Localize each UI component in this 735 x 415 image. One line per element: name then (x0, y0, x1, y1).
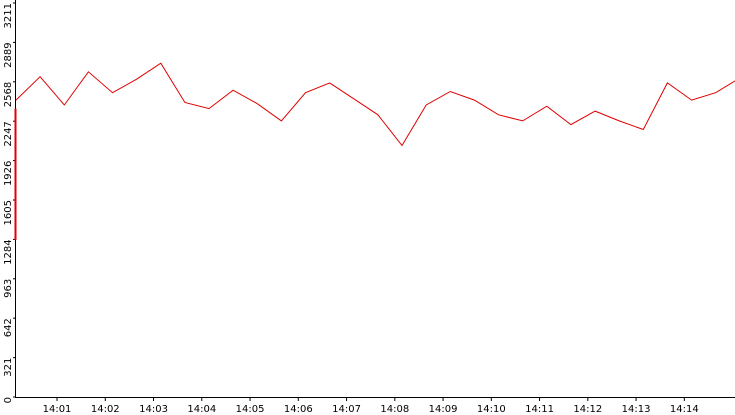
y-tick-label: 963 (3, 279, 14, 298)
x-tick-label: 14:06 (284, 404, 313, 415)
x-axis-ticks: 14:01 14:02 14:03 14:04 14:05 14:06 14:07 14:08… (43, 397, 699, 415)
x-tick-label: 14:12 (573, 404, 602, 415)
y-tick-label: 3211 (3, 3, 14, 28)
x-tick-label: 14:08 (380, 404, 409, 415)
y-tick-label: 1605 (3, 200, 14, 225)
x-tick-label: 14:13 (622, 404, 651, 415)
y-tick-label: 2889 (3, 42, 14, 67)
y-tick-label: 321 (3, 358, 14, 377)
x-tick-label: 14:07 (332, 404, 361, 415)
x-tick-label: 14:11 (525, 404, 554, 415)
y-tick-label: 2247 (3, 121, 14, 146)
y-axis-ticks: 0 321 642 963 1284 1605 1926 2247 2568 2889 3211 (3, 2, 16, 403)
x-tick-label: 14:03 (139, 404, 168, 415)
x-tick-label: 14:01 (43, 404, 72, 415)
y-tick-label: 0 (3, 397, 14, 403)
x-tick-label: 14:02 (91, 404, 120, 415)
x-tick-label: 14:10 (477, 404, 506, 415)
y-tick-label: 2568 (3, 82, 14, 107)
x-tick-label: 14:09 (429, 404, 458, 415)
y-tick-label: 1926 (3, 161, 14, 186)
x-tick-label: 14:14 (670, 404, 699, 415)
y-tick-label: 642 (3, 318, 14, 337)
x-tick-label: 14:05 (236, 404, 265, 415)
y-tick-label: 1284 (3, 239, 14, 264)
x-tick-label: 14:04 (187, 404, 216, 415)
series-line (15, 62, 735, 147)
